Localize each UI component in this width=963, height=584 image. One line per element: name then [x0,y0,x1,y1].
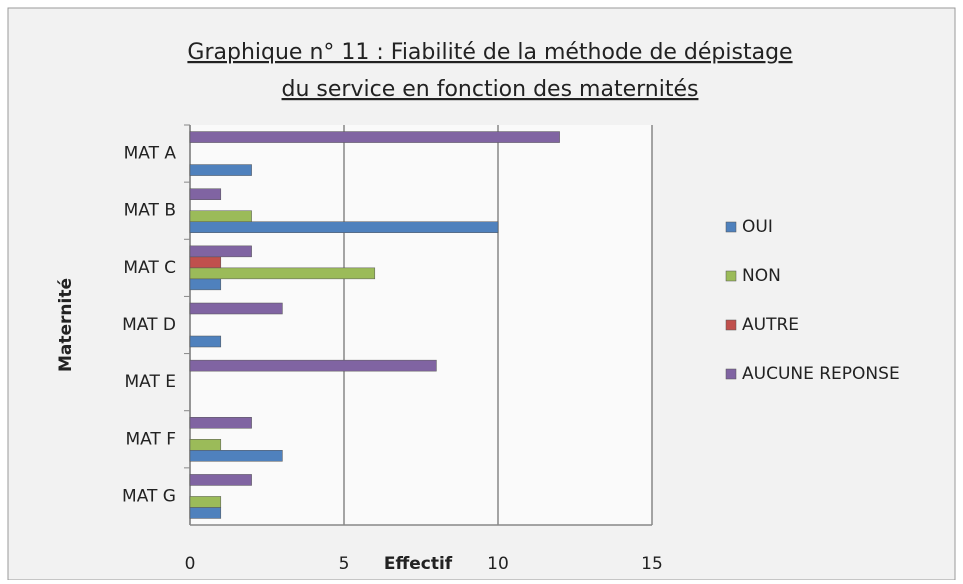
bar [189,131,560,143]
y-tick-label: MAT A [124,144,177,164]
bar [189,450,283,462]
bar [189,256,222,269]
bar [189,335,222,348]
x-axis-label: Effectif [384,554,453,574]
legend-label: AUCUNE REPONSE [742,364,900,384]
bar [189,221,499,233]
bar [189,245,252,258]
bar [189,359,437,372]
bar [189,267,376,280]
bar [189,302,283,315]
x-tick-label: 15 [641,554,663,574]
y-tick-label: MAT E [124,372,176,392]
y-tick-label: MAT F [125,429,176,449]
y-tick-label: MAT B [124,201,176,221]
chart-title: du service en fonction des maternités [282,77,699,102]
legend-swatch [725,221,737,233]
x-tick-label: 10 [487,554,509,574]
legend-label: NON [742,266,781,286]
y-axis-label: Maternité [56,278,76,372]
bar [189,507,222,519]
legend-label: OUI [742,217,773,237]
legend-swatch [725,319,737,331]
bar [189,188,222,200]
y-tick-label: MAT D [122,315,176,335]
bar [189,439,222,451]
legend-swatch [725,368,737,380]
bar [189,496,222,508]
chart-title: Graphique n° 11 : Fiabilité de la méthod… [187,40,792,65]
x-tick-label: 0 [185,554,196,574]
x-tick-label: 5 [339,554,350,574]
legend-label: AUTRE [742,315,799,335]
plot-area [190,125,652,525]
bar [189,210,252,222]
bar [189,278,222,291]
bar [189,417,252,429]
bar [189,164,252,176]
y-tick-label: MAT C [123,258,176,278]
bar [189,474,252,486]
legend-swatch [725,270,737,282]
y-tick-label: MAT G [122,486,176,506]
